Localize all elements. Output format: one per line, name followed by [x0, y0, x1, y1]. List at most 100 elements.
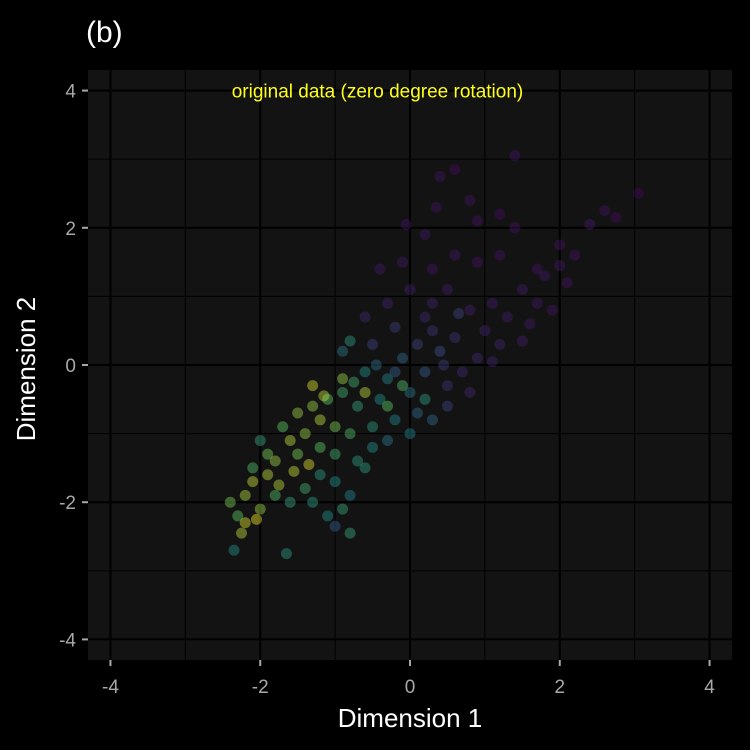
scatter-point — [307, 400, 319, 412]
scatter-point — [419, 311, 431, 323]
scatter-point — [569, 249, 581, 261]
scatter-point — [322, 393, 334, 405]
scatter-point — [382, 297, 394, 309]
scatter-point — [531, 297, 543, 309]
scatter-point — [359, 462, 371, 474]
scatter-point — [382, 373, 394, 385]
y-tick-label: 4 — [65, 82, 76, 103]
x-axis-title: Dimension 1 — [338, 703, 483, 733]
scatter-point — [404, 386, 416, 398]
scatter-point — [632, 187, 644, 199]
scatter-point — [359, 311, 371, 323]
chart-title: (b) — [86, 16, 123, 49]
scatter-point — [344, 489, 356, 501]
scatter-point — [318, 390, 330, 402]
scatter-point — [426, 414, 438, 426]
scatter-point — [389, 321, 401, 333]
scatter-point — [367, 338, 379, 350]
scatter-point — [247, 476, 259, 488]
scatter-point — [434, 170, 446, 182]
scatter-point — [411, 407, 423, 419]
scatter-point — [284, 434, 296, 446]
scatter-point — [471, 256, 483, 268]
scatter-point — [453, 308, 465, 320]
scatter-point — [344, 527, 356, 539]
scatter-point — [449, 332, 461, 344]
scatter-point — [419, 366, 431, 378]
annotation-text: original data (zero degree rotation) — [232, 82, 524, 103]
scatter-point — [314, 469, 326, 481]
scatter-point — [374, 393, 386, 405]
scatter-point — [486, 356, 498, 368]
scatter-point — [434, 345, 446, 357]
scatter-point — [322, 510, 334, 522]
scatter-point — [329, 448, 341, 460]
scatter-point — [262, 448, 274, 460]
scatter-point — [314, 414, 326, 426]
scatter-point — [232, 510, 244, 522]
scatter-point — [228, 544, 240, 556]
scatter-point — [404, 284, 416, 296]
scatter-point — [610, 212, 622, 223]
scatter-point — [389, 414, 401, 426]
scatter-point — [426, 325, 438, 337]
scatter-point — [430, 201, 442, 213]
scatter-point — [494, 338, 506, 350]
scatter-point — [404, 428, 416, 440]
scatter-point — [584, 218, 596, 230]
y-axis-ticks: -4 -2 0 2 4 — [59, 82, 88, 651]
scatter-point — [382, 434, 394, 446]
scatter-point — [247, 462, 259, 474]
scatter-point — [367, 441, 379, 453]
scatter-point — [438, 359, 450, 371]
scatter-point — [546, 304, 558, 316]
scatter-point — [303, 458, 315, 470]
scatter-point — [516, 335, 528, 347]
x-tick-label: 0 — [405, 677, 416, 698]
x-tick-label: -2 — [252, 677, 269, 698]
scatter-point — [374, 263, 386, 275]
scatter-point — [554, 239, 566, 251]
y-tick-label: -4 — [59, 630, 76, 651]
scatter-point — [299, 482, 311, 494]
scatter-point — [539, 270, 551, 282]
scatter-point — [471, 352, 483, 364]
scatter-point — [359, 386, 371, 398]
x-tick-label: 4 — [704, 677, 715, 698]
scatter-point — [441, 284, 453, 296]
scatter-point — [464, 304, 476, 316]
scatter-point — [494, 249, 506, 261]
scatter-point — [269, 455, 281, 467]
scatter-point — [329, 421, 341, 433]
scatter-point — [554, 260, 566, 272]
scatter-point — [419, 229, 431, 241]
scatter-point — [307, 496, 319, 508]
scatter-point — [494, 208, 506, 220]
scatter-point — [329, 476, 341, 488]
scatter-point — [464, 386, 476, 398]
scatter-point — [344, 335, 356, 347]
scatter-point — [397, 256, 409, 268]
scatter-point — [509, 222, 521, 234]
scatter-point — [299, 428, 311, 440]
scatter-point — [236, 527, 248, 539]
scatter-point — [524, 318, 536, 330]
scatter-point — [486, 297, 498, 309]
y-tick-label: 2 — [65, 219, 76, 240]
y-axis-title: Dimension 2 — [11, 297, 41, 442]
scatter-point — [254, 434, 266, 446]
x-axis-ticks: -4 -2 0 2 4 — [102, 660, 715, 698]
scatter-point — [382, 400, 394, 412]
scatter-point — [292, 448, 304, 460]
scatter-point — [561, 277, 573, 289]
data-points — [224, 150, 644, 560]
scatter-point — [337, 373, 349, 385]
scatter-point — [359, 366, 371, 378]
scatter-point — [389, 366, 401, 378]
scatter-point — [426, 297, 438, 309]
scatter-point — [292, 407, 304, 419]
scatter-point — [441, 400, 453, 412]
scatter-point — [367, 421, 379, 433]
scatter-point — [277, 421, 289, 433]
